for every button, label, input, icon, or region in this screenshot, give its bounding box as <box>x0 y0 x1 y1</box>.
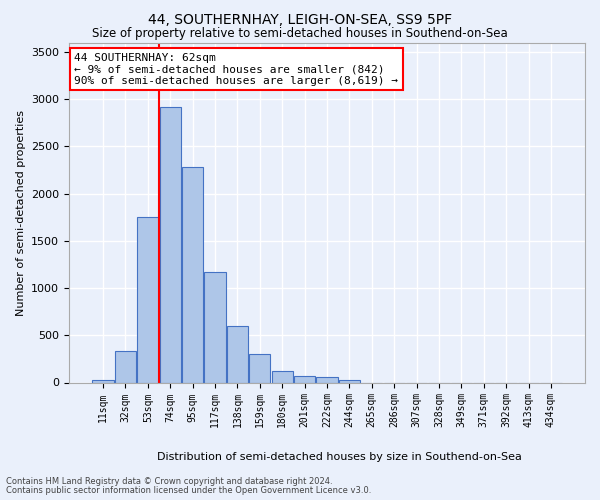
Bar <box>339 380 360 382</box>
Bar <box>92 380 114 382</box>
Text: Distribution of semi-detached houses by size in Southend-on-Sea: Distribution of semi-detached houses by … <box>157 452 521 462</box>
Text: 44, SOUTHERNHAY, LEIGH-ON-SEA, SS9 5PF: 44, SOUTHERNHAY, LEIGH-ON-SEA, SS9 5PF <box>148 12 452 26</box>
Bar <box>249 354 271 382</box>
Bar <box>227 326 248 382</box>
Bar <box>160 106 181 382</box>
Bar <box>272 370 293 382</box>
Y-axis label: Number of semi-detached properties: Number of semi-detached properties <box>16 110 26 316</box>
Bar <box>137 217 158 382</box>
Bar <box>205 272 226 382</box>
Text: Contains HM Land Registry data © Crown copyright and database right 2024.: Contains HM Land Registry data © Crown c… <box>6 478 332 486</box>
Bar <box>294 376 315 382</box>
Bar <box>316 378 338 382</box>
Text: Size of property relative to semi-detached houses in Southend-on-Sea: Size of property relative to semi-detach… <box>92 28 508 40</box>
Text: 44 SOUTHERNHAY: 62sqm
← 9% of semi-detached houses are smaller (842)
90% of semi: 44 SOUTHERNHAY: 62sqm ← 9% of semi-detac… <box>74 52 398 86</box>
Bar <box>115 352 136 382</box>
Bar <box>182 167 203 382</box>
Text: Contains public sector information licensed under the Open Government Licence v3: Contains public sector information licen… <box>6 486 371 495</box>
